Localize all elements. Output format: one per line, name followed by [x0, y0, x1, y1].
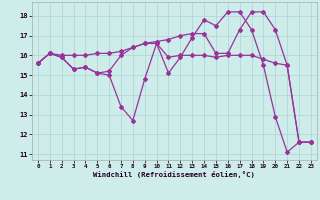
- X-axis label: Windchill (Refroidissement éolien,°C): Windchill (Refroidissement éolien,°C): [93, 171, 255, 178]
